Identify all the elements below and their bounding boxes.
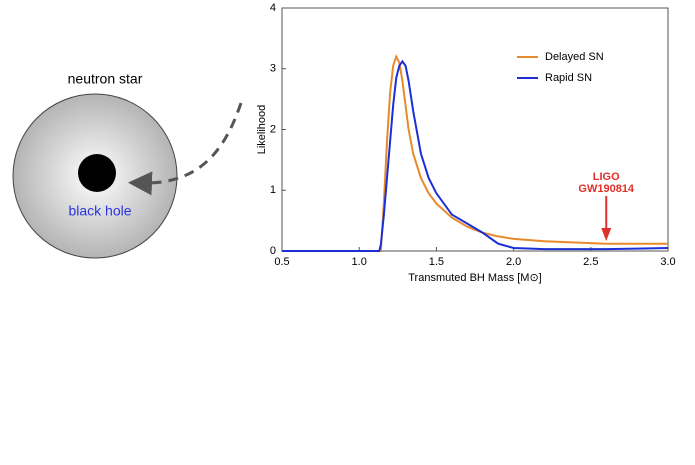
x-tick-label: 1.5: [429, 256, 444, 268]
y-axis-label: Likelihood: [256, 105, 268, 155]
annotation-arrowhead: [601, 228, 612, 241]
series-line: [282, 59, 669, 252]
x-tick-label: 1.0: [352, 256, 367, 268]
y-tick-label: 4: [270, 2, 276, 14]
black-hole-label: black hole: [68, 203, 131, 219]
y-tick-label: 3: [270, 63, 276, 75]
x-tick-label: 3.0: [660, 256, 675, 268]
chart: 0.5 1.0 1.5 2.0 2.5 3.0 0 1 2 3 4 Transmuted BH Mas…: [256, 2, 676, 284]
black-hole: [78, 154, 116, 192]
series-line: [282, 54, 668, 252]
x-tick-label: 2.0: [506, 256, 521, 268]
x-axis-label: Transmuted BH Mass [M⊙]: [408, 272, 542, 284]
legend-label: Rapid SN: [545, 72, 592, 84]
y-tick-label: 2: [270, 123, 276, 135]
legend-label: Delayed SN: [545, 51, 604, 63]
dashed-arrow: [128, 102, 243, 196]
y-tick-label: 1: [270, 184, 276, 196]
y-tick-label: 0: [270, 245, 276, 257]
x-tick-label: 0.5: [274, 256, 289, 268]
annotation-text: GW190814: [578, 183, 635, 195]
neutron-star-label: neutron star: [68, 71, 143, 87]
annotation-text: LIGO: [593, 171, 620, 183]
plot-frame: [281, 7, 669, 252]
x-tick-label: 2.5: [583, 256, 598, 268]
